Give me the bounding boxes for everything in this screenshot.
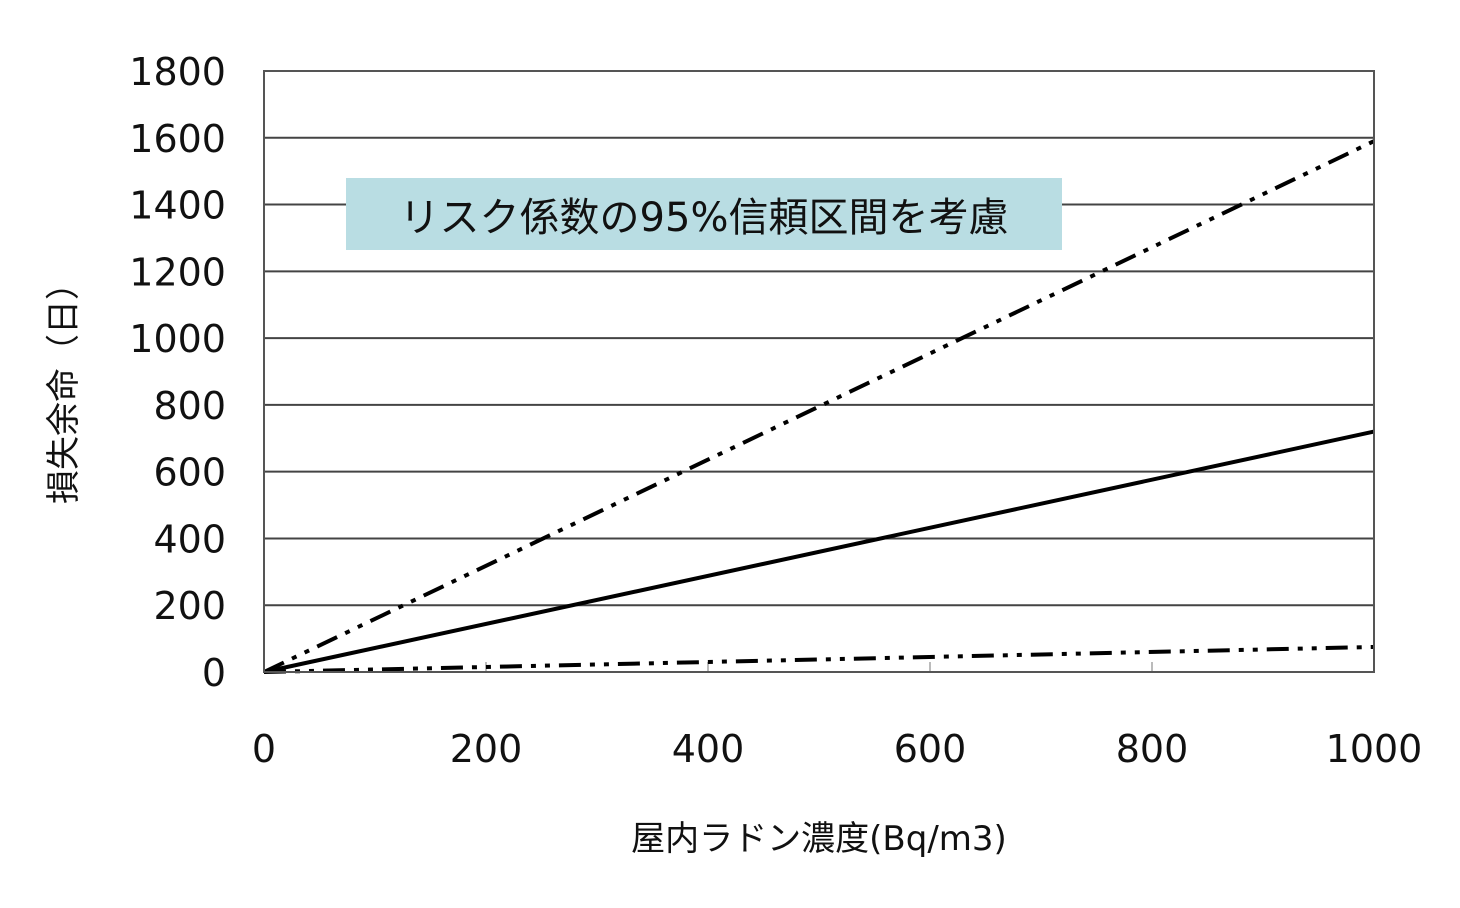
plot-frame	[263, 70, 1375, 673]
y-tick-label: 1000	[129, 317, 226, 361]
x-tick-label: 200	[450, 727, 523, 771]
x-tick-label: 400	[672, 727, 745, 771]
y-tick-label: 0	[202, 651, 226, 695]
x-tick-label: 1000	[1326, 727, 1423, 771]
annotation-text: リスク係数の95%信頼区間を考慮	[399, 195, 1009, 241]
x-tick-label: 800	[1116, 727, 1189, 771]
series-line-1	[263, 429, 1375, 674]
y-tick-label: 1800	[129, 50, 226, 94]
x-axis-ticks: 0 200 400 600 800 1000	[252, 727, 1422, 771]
x-tick-label: 600	[894, 727, 967, 771]
y-tick-label: 1200	[129, 250, 226, 294]
annotation-box: リスク係数の95%信頼区間を考慮	[346, 178, 1062, 250]
x-axis-title: 屋内ラドン濃度(Bq/m3)	[631, 819, 1007, 859]
y-axis-title: 損失余命（日）	[44, 266, 84, 504]
series-line-3	[263, 644, 1375, 674]
y-tick-label: 200	[153, 584, 226, 628]
x-tick-label: 0	[252, 727, 276, 771]
y-tick-label: 800	[153, 384, 226, 428]
y-tick-label: 1400	[129, 184, 226, 228]
series-lines	[263, 139, 1375, 674]
y-tick-label: 1600	[129, 117, 226, 161]
y-axis-ticks: 0 200 400 600 800 1000 1200 1400 1600 1800	[129, 50, 226, 695]
y-tick-label: 600	[153, 451, 226, 495]
y-tick-label: 400	[153, 517, 226, 561]
grid-lines	[263, 70, 1375, 673]
